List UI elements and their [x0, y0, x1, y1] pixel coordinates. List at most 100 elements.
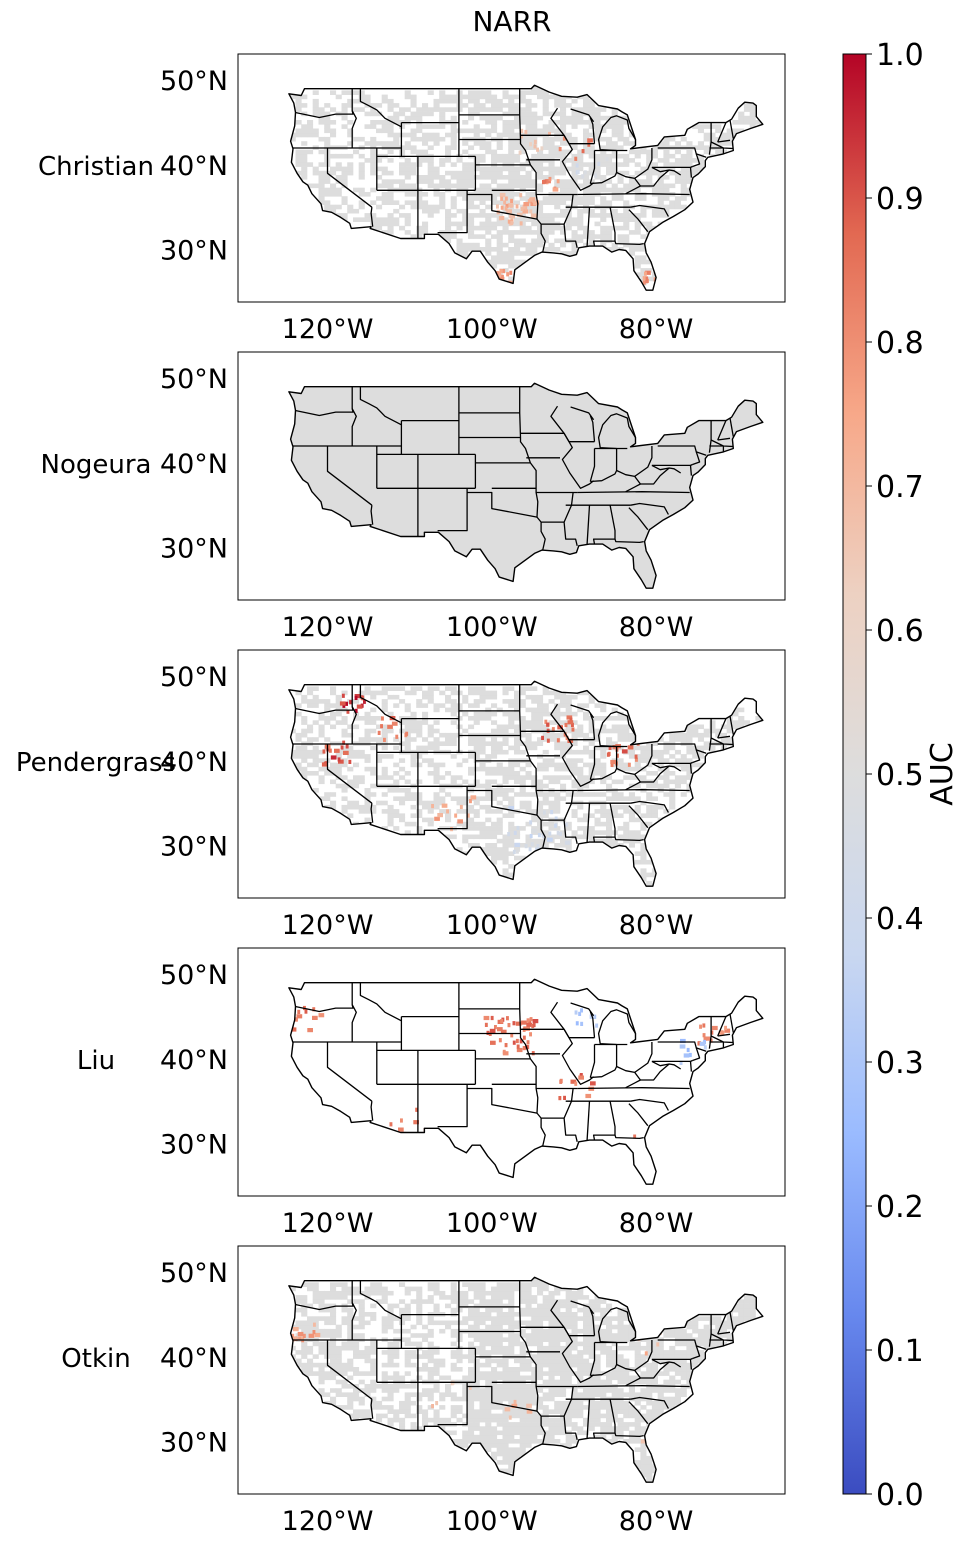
auc-cell: [657, 141, 664, 146]
auc-cell: [508, 1455, 515, 1461]
auc-cell: [548, 136, 555, 142]
auc-cell: [462, 251, 469, 256]
auc-cell: [577, 771, 584, 776]
auc-cell: [548, 1001, 555, 1006]
auc-cell-anomaly: [499, 192, 506, 198]
auc-cell: [450, 1341, 457, 1347]
auc-cell: [508, 107, 515, 112]
auc-cell: [663, 749, 670, 755]
auc-cell: [318, 187, 325, 193]
auc-cell: [611, 1337, 618, 1342]
auc-cell: [525, 103, 532, 108]
auc-cell: [606, 821, 613, 827]
auc-cell: [473, 1413, 480, 1419]
auc-cell: [387, 813, 394, 818]
auc-cell: [640, 826, 647, 831]
auc-cell: [381, 200, 388, 205]
state-border: [614, 836, 644, 842]
auc-cell: [410, 762, 417, 768]
auc-cell: [542, 247, 549, 252]
auc-cell: [381, 792, 388, 797]
auc-cell: [519, 1388, 526, 1393]
auc-cell: [433, 1119, 440, 1125]
auc-cell: [651, 796, 658, 801]
auc-cell: [387, 1362, 394, 1368]
auc-cell: [341, 1047, 348, 1053]
auc-cell: [600, 813, 607, 818]
auc-cell: [531, 1136, 538, 1142]
auc-cell-anomaly: [312, 1015, 318, 1020]
auc-cell: [347, 162, 354, 167]
auc-cell: [525, 686, 532, 691]
auc-cell: [709, 124, 716, 129]
auc-cell: [565, 166, 572, 172]
auc-cell: [393, 694, 400, 700]
auc-cell: [697, 754, 704, 759]
auc-cell: [301, 141, 308, 146]
auc-cell: [628, 1409, 635, 1414]
auc-cell: [514, 992, 521, 998]
auc-cell: [623, 1141, 630, 1146]
auc-cell: [600, 1119, 607, 1125]
auc-cell: [571, 175, 578, 180]
auc-cell: [525, 1375, 532, 1381]
auc-cell: [565, 213, 572, 218]
auc-cell: [640, 1451, 647, 1457]
auc-cell: [496, 200, 503, 205]
auc-cell: [381, 1086, 388, 1091]
auc-cell: [387, 1392, 394, 1397]
auc-cell: [600, 771, 607, 776]
auc-cell: [370, 166, 377, 172]
auc-cell: [427, 1392, 434, 1397]
auc-cell: [433, 1413, 440, 1419]
auc-cell: [462, 1443, 469, 1448]
auc-cell: [491, 1345, 498, 1351]
auc-cell: [462, 175, 469, 180]
auc-cell: [358, 200, 365, 205]
auc-cell: [680, 754, 687, 759]
auc-cell: [514, 1455, 521, 1461]
state-border: [628, 805, 649, 829]
auc-cell: [554, 796, 561, 801]
auc-cell: [697, 128, 704, 134]
auc-cell: [508, 251, 515, 256]
auc-cell: [548, 175, 555, 180]
auc-cell: [531, 136, 538, 142]
auc-cell: [548, 1030, 555, 1036]
auc-cell: [525, 737, 532, 742]
auc-cell: [479, 175, 486, 180]
auc-cell: [473, 158, 480, 163]
auc-cell: [410, 234, 417, 239]
auc-cell: [468, 1434, 475, 1440]
auc-cell: [525, 204, 532, 210]
auc-cell: [697, 145, 704, 150]
auc-cell: [606, 141, 613, 146]
auc-cell: [519, 1107, 526, 1112]
auc-cell: [427, 1375, 434, 1381]
auc-cell: [606, 775, 613, 780]
auc-cell: [473, 1337, 480, 1342]
auc-cell: [600, 162, 607, 167]
auc-cell: [468, 1354, 475, 1359]
state-borders: [293, 982, 740, 1147]
auc-cell: [542, 749, 549, 755]
auc-cell: [307, 699, 314, 704]
auc-cell-anomaly: [529, 833, 533, 839]
auc-cell: [508, 771, 515, 776]
auc-cell: [692, 166, 699, 172]
auc-cell: [404, 170, 411, 176]
auc-cell: [560, 1354, 567, 1359]
auc-cell: [531, 1430, 538, 1436]
auc-cell: [318, 1345, 325, 1351]
auc-cell: [468, 179, 475, 184]
auc-cell: [502, 804, 509, 810]
auc-cell: [479, 107, 486, 112]
auc-cell: [628, 796, 635, 801]
auc-cell: [600, 1388, 607, 1393]
auc-cell: [387, 1035, 394, 1040]
country-outline: [288, 382, 764, 589]
state-border: [577, 789, 690, 792]
auc-cell: [364, 192, 371, 197]
auc-cell-anomaly: [501, 274, 504, 279]
auc-cell: [680, 170, 687, 176]
